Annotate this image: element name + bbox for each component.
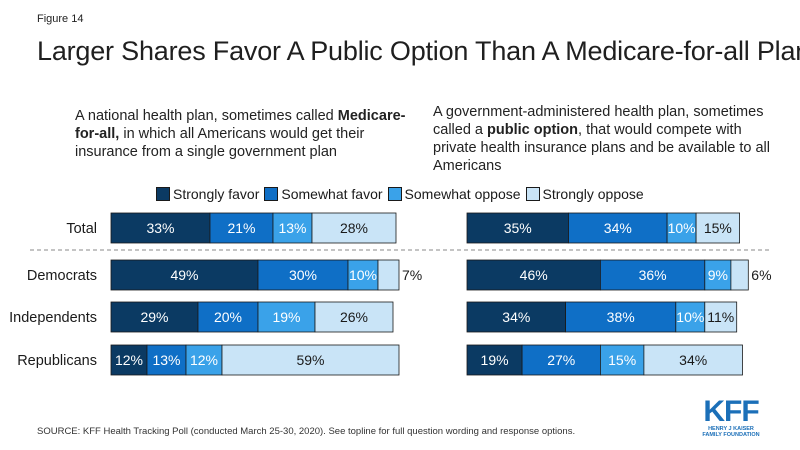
data-label: 15% — [608, 352, 636, 368]
legend-item-strongly-oppose: Strongly oppose — [525, 186, 644, 202]
bar-medicare-democrats-strongly-favor — [110, 259, 259, 291]
figure-label: Figure 14 — [37, 13, 84, 25]
data-label: 13% — [152, 352, 180, 368]
legend-label: Somewhat oppose — [404, 186, 521, 202]
data-label: 59% — [296, 352, 324, 368]
bar-public_option-republicans-somewhat-oppose — [600, 344, 645, 376]
bar-public_option-republicans-strongly-oppose — [643, 344, 743, 376]
kff-logo: KFF HENRY J KAISER FAMILY FOUNDATION — [700, 395, 762, 439]
data-label: 11% — [707, 309, 734, 325]
medicare-for-all-subtitle: A national health plan, sometimes called… — [75, 107, 415, 161]
bar-medicare-democrats-strongly-oppose — [377, 259, 400, 291]
data-label: 29% — [140, 309, 168, 325]
data-label: 10% — [668, 220, 696, 236]
data-label: 6% — [751, 267, 771, 283]
bar-public_option-total-somewhat-favor — [568, 212, 668, 244]
bar-medicare-independents-strongly-favor — [110, 301, 199, 333]
legend-swatch — [264, 187, 279, 201]
subtitle-text: , that would compete with private health… — [433, 122, 770, 174]
data-label: 30% — [289, 267, 317, 283]
bar-medicare-republicans-strongly-oppose — [221, 344, 400, 376]
bar-public_option-democrats-somewhat-favor — [600, 259, 706, 291]
bar-medicare-democrats-somewhat-oppose — [347, 259, 379, 291]
bar-public_option-republicans-somewhat-favor — [521, 344, 601, 376]
logo-wordmark: KFF — [703, 395, 759, 428]
subtitle-text: A government-administered health plan, s… — [433, 104, 764, 138]
data-label: 49% — [170, 267, 198, 283]
bar-public_option-democrats-strongly-oppose — [730, 259, 749, 291]
data-label: 12% — [115, 352, 143, 368]
bar-medicare-total-somewhat-oppose — [272, 212, 313, 244]
data-label: 13% — [278, 220, 306, 236]
subtitle-bold-term: public option — [487, 122, 579, 138]
data-label: 10% — [349, 267, 377, 283]
source-note: SOURCE: KFF Health Tracking Poll (conduc… — [37, 426, 576, 437]
data-label: 10% — [676, 309, 704, 325]
bar-medicare-republicans-somewhat-oppose — [185, 344, 223, 376]
bar-public_option-democrats-strongly-favor — [466, 259, 601, 291]
category-label-independents: Independents — [9, 310, 97, 326]
legend-item-somewhat-favor: Somewhat favor — [264, 186, 383, 202]
bar-medicare-republicans-strongly-favor — [110, 344, 148, 376]
bar-public_option-independents-strongly-oppose — [704, 301, 738, 333]
data-label: 21% — [227, 220, 255, 236]
bar-medicare-independents-somewhat-favor — [197, 301, 259, 333]
data-label: 7% — [402, 267, 422, 283]
data-label: 20% — [214, 309, 242, 325]
data-label: 34% — [679, 352, 707, 368]
bar-medicare-independents-somewhat-oppose — [257, 301, 316, 333]
data-label: 26% — [340, 309, 368, 325]
legend-label: Strongly oppose — [542, 186, 644, 202]
logo-subline: HENRY J KAISER — [708, 426, 754, 432]
data-label: 35% — [504, 220, 532, 236]
data-label: 19% — [272, 309, 300, 325]
data-label: 19% — [481, 352, 509, 368]
public-option-subtitle: A government-administered health plan, s… — [433, 103, 773, 175]
bar-public_option-total-strongly-oppose — [695, 212, 740, 244]
bar-medicare-total-somewhat-favor — [209, 212, 274, 244]
bar-public_option-total-strongly-favor — [466, 212, 569, 244]
legend-item-somewhat-oppose: Somewhat oppose — [387, 186, 521, 202]
bar-public_option-independents-somewhat-favor — [565, 301, 677, 333]
legend-swatch — [525, 187, 540, 201]
category-label-democrats: Democrats — [27, 268, 97, 284]
data-label: 38% — [607, 309, 635, 325]
subtitle-text: A national health plan, sometimes called — [75, 108, 338, 124]
data-label: 15% — [704, 220, 732, 236]
logo-subline: FAMILY FOUNDATION — [702, 432, 760, 438]
data-label: 12% — [190, 352, 218, 368]
bar-medicare-republicans-somewhat-favor — [146, 344, 187, 376]
subtitle-bold-term: Medicare-for-all, — [75, 108, 406, 142]
legend-swatch — [156, 187, 170, 201]
legend-swatch — [387, 187, 402, 201]
bar-medicare-democrats-somewhat-favor — [257, 259, 349, 291]
data-label: 34% — [604, 220, 632, 236]
legend-label: Somewhat favor — [281, 186, 383, 202]
chart-legend: Strongly favor Somewhat favor Somewhat o… — [156, 186, 649, 202]
bar-medicare-total-strongly-oppose — [311, 212, 397, 244]
data-label: 36% — [639, 267, 667, 283]
data-label: 9% — [708, 267, 728, 283]
data-label: 33% — [146, 220, 174, 236]
data-label: 46% — [520, 267, 548, 283]
legend-label: Strongly favor — [173, 186, 260, 202]
data-label: 27% — [547, 352, 575, 368]
chart-title: Larger Shares Favor A Public Option Than… — [37, 36, 800, 66]
category-label-total: Total — [66, 221, 97, 237]
data-label: 34% — [502, 309, 530, 325]
category-label-republicans: Republicans — [17, 353, 97, 369]
bar-medicare-independents-strongly-oppose — [314, 301, 394, 333]
legend-item-strongly-favor: Strongly favor — [156, 186, 259, 202]
data-label: 28% — [340, 220, 368, 236]
subtitle-text: in which all Americans would get their i… — [75, 126, 365, 160]
bar-public_option-democrats-somewhat-oppose — [704, 259, 732, 291]
bar-medicare-total-strongly-favor — [110, 212, 211, 244]
